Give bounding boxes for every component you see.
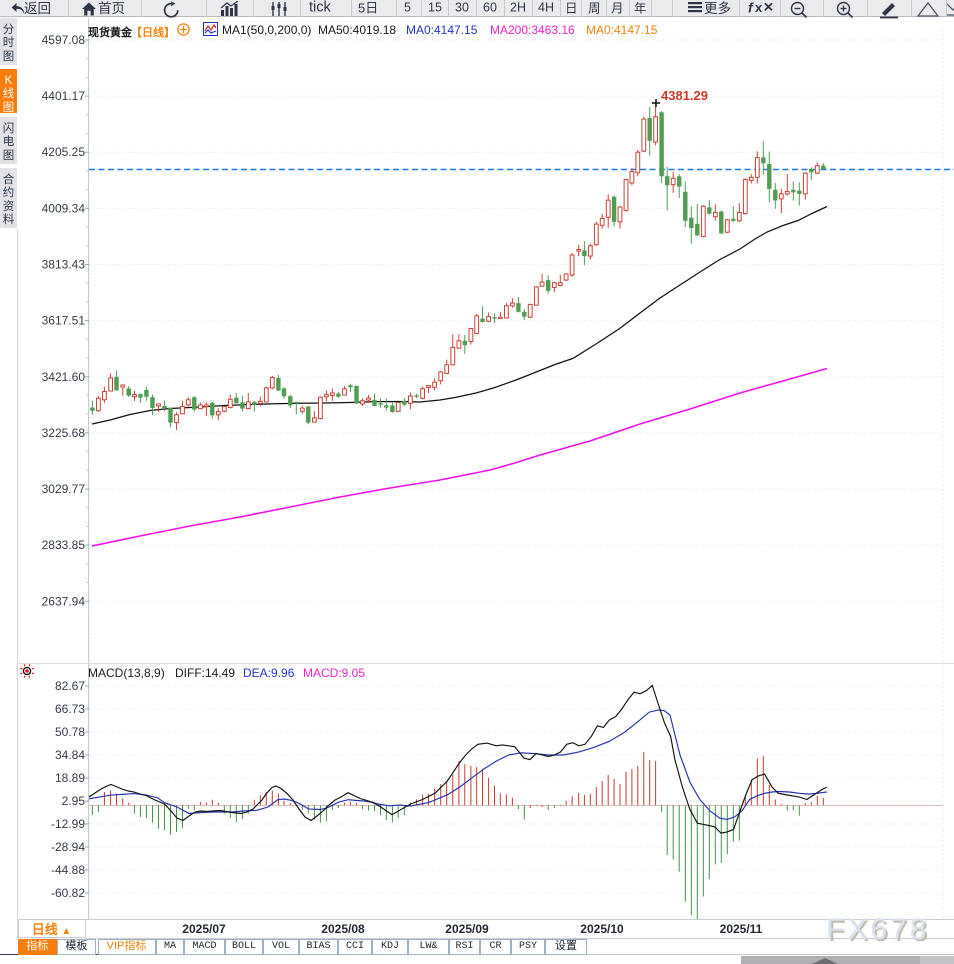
svg-text:3813.43: 3813.43	[42, 258, 86, 272]
svg-text:4009.34: 4009.34	[42, 201, 86, 215]
svg-text:FX678: FX678	[826, 913, 929, 946]
svg-text:3225.68: 3225.68	[42, 426, 86, 440]
svg-text:82.67: 82.67	[55, 679, 85, 693]
svg-text:2833.85: 2833.85	[42, 538, 86, 552]
svg-text:4401.17: 4401.17	[42, 89, 86, 103]
svg-text:2025/08: 2025/08	[321, 922, 365, 936]
svg-text:-12.99: -12.99	[51, 817, 85, 831]
svg-text:MACD:9.05: MACD:9.05	[303, 666, 365, 680]
svg-text:3421.60: 3421.60	[42, 370, 86, 384]
svg-text:DIFF:14.49: DIFF:14.49	[175, 666, 235, 680]
svg-text:2025/07: 2025/07	[182, 922, 226, 936]
svg-text:2.95: 2.95	[62, 794, 86, 808]
svg-text:4597.08: 4597.08	[42, 33, 86, 47]
svg-text:-28.94: -28.94	[51, 840, 85, 854]
svg-text:MACD(13,8,9): MACD(13,8,9)	[88, 666, 165, 680]
svg-text:34.84: 34.84	[55, 748, 85, 762]
svg-text:50.78: 50.78	[55, 725, 85, 739]
svg-text:2025/10: 2025/10	[580, 922, 624, 936]
svg-text:3617.51: 3617.51	[42, 314, 86, 328]
svg-text:3029.77: 3029.77	[42, 482, 86, 496]
svg-text:2637.94: 2637.94	[42, 594, 86, 608]
svg-text:-60.82: -60.82	[51, 886, 85, 900]
svg-text:4381.29: 4381.29	[661, 88, 708, 103]
svg-text:66.73: 66.73	[55, 702, 85, 716]
svg-text:2025/11: 2025/11	[720, 922, 763, 936]
svg-text:4205.25: 4205.25	[42, 145, 86, 159]
svg-text:FX678: FX678	[828, 915, 931, 948]
svg-text:DEA:9.96: DEA:9.96	[243, 666, 295, 680]
svg-text:-44.88: -44.88	[51, 863, 85, 877]
svg-text:2025/09: 2025/09	[445, 922, 489, 936]
svg-text:18.89: 18.89	[55, 771, 85, 785]
